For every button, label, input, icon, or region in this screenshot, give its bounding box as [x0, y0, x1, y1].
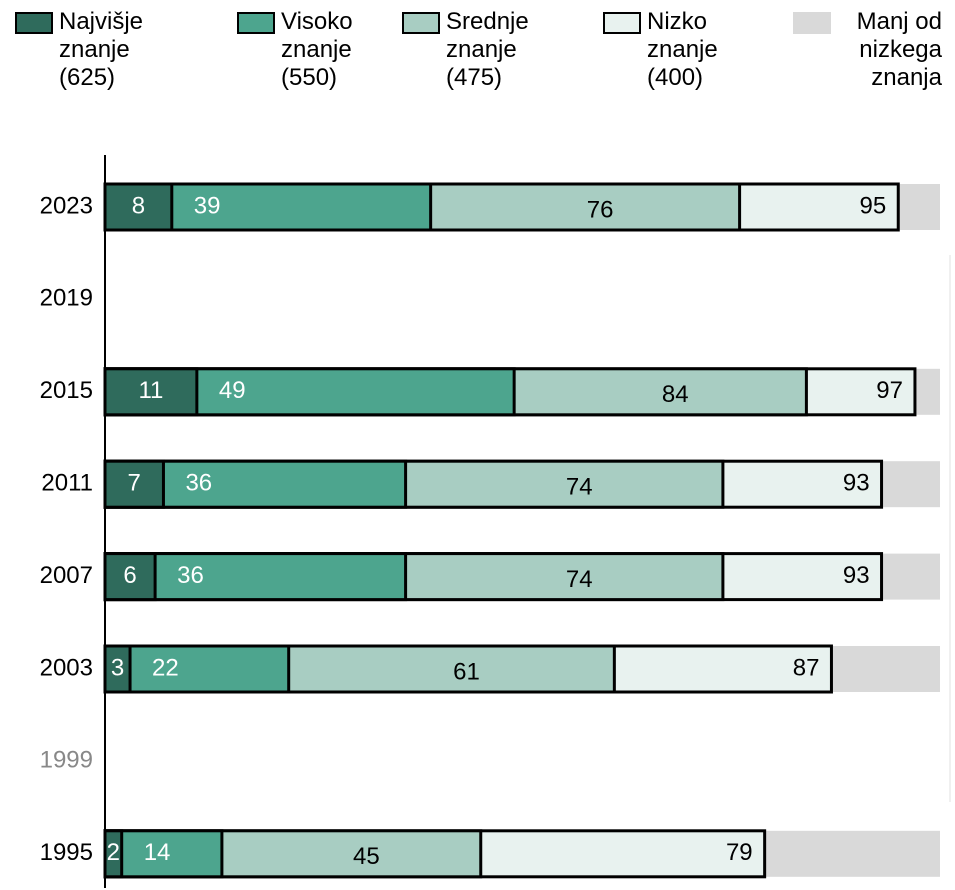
data-label: 39	[194, 192, 221, 219]
data-label: 22	[152, 654, 179, 681]
y-tick-label: 2019	[40, 285, 93, 312]
data-label: 97	[876, 377, 903, 404]
y-tick-label: 1995	[40, 839, 93, 866]
legend-swatch	[793, 12, 831, 34]
bar	[103, 644, 291, 694]
y-tick-label: 2003	[40, 654, 93, 681]
y-tick-label: 2023	[40, 192, 93, 219]
y-tick-label: 2015	[40, 377, 93, 404]
data-label: 6	[123, 562, 136, 589]
data-label: 79	[726, 839, 753, 866]
legend-label: Manj od nizkega znanja	[856, 8, 942, 91]
legend-item: Visoko znanje (550)	[237, 8, 401, 92]
data-label: 36	[185, 470, 212, 497]
legend-item: Najvišje znanje (625)	[15, 8, 179, 92]
legend-swatch	[15, 12, 53, 34]
y-tick-label: 1999	[40, 747, 93, 774]
data-label: 93	[843, 470, 870, 497]
bar	[103, 552, 157, 602]
legend-item: Srednje znanje (475)	[402, 8, 566, 92]
data-label: 36	[177, 562, 204, 589]
y-tick-label: 2007	[40, 562, 93, 589]
legend-item: Nizko znanje (400)	[603, 8, 767, 92]
data-label: 7	[128, 470, 141, 497]
data-label: 8	[132, 192, 145, 219]
legend-swatch	[603, 12, 641, 34]
legend-item: Manj od nizkega znanja	[793, 8, 942, 92]
data-label: 49	[219, 377, 246, 404]
legend-label: Srednje znanje (475)	[446, 8, 529, 91]
data-label: 76	[587, 196, 614, 223]
legend-label: Nizko znanje (400)	[647, 8, 718, 91]
data-label: 74	[566, 474, 593, 501]
data-label: 14	[144, 839, 171, 866]
y-tick-label: 2011	[41, 470, 93, 497]
legend-swatch	[237, 12, 275, 34]
data-label: 45	[353, 843, 380, 870]
data-label: 2	[107, 839, 120, 866]
legend-swatch	[402, 12, 440, 34]
data-label: 11	[138, 377, 163, 404]
data-label: 74	[566, 566, 593, 593]
data-label: 95	[860, 192, 887, 219]
data-label: 61	[453, 658, 480, 685]
legend-label: Najvišje znanje (625)	[59, 8, 144, 91]
bar	[103, 367, 199, 417]
data-label: 3	[111, 654, 124, 681]
bar	[103, 182, 174, 232]
data-label: 93	[843, 562, 870, 589]
data-label: 87	[793, 654, 820, 681]
legend-label: Visoko znanje (550)	[281, 8, 353, 91]
data-label: 84	[662, 381, 689, 408]
